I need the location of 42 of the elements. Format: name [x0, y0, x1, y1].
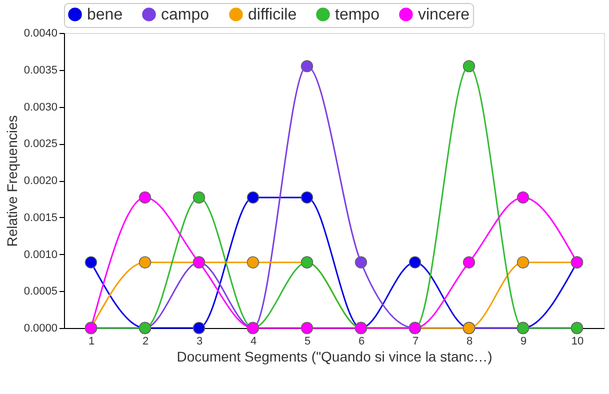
y-tick-label: 0.0005	[24, 286, 58, 298]
point	[300, 191, 314, 204]
x-tick-label: 2	[142, 336, 149, 348]
point	[300, 60, 314, 72]
point	[354, 256, 368, 268]
y-tick-label: 0.0040	[24, 28, 58, 40]
y-tick-label: 0.0015	[24, 212, 58, 224]
y-tick-label: 0.0025	[24, 138, 58, 150]
point	[192, 322, 206, 334]
x-tick-label: 10	[571, 336, 584, 348]
point	[408, 256, 422, 268]
point	[138, 256, 152, 268]
legend-label: difficile	[248, 6, 297, 24]
point	[462, 60, 476, 72]
point	[300, 322, 314, 334]
x-tick-label: 8	[466, 336, 473, 348]
point	[516, 191, 530, 204]
x-tick-label: 3	[196, 336, 203, 348]
y-tick-label: 0.0000	[24, 322, 58, 334]
x-tick-label: 5	[304, 336, 311, 348]
point	[192, 191, 206, 204]
point	[516, 256, 530, 268]
x-tick-label: 4	[250, 336, 257, 348]
point	[246, 256, 260, 268]
point	[138, 191, 152, 204]
x-tick-label: 9	[520, 336, 527, 348]
legend-label: vincere	[418, 6, 470, 24]
y-tick-label: 0.0010	[24, 248, 58, 261]
point	[84, 256, 98, 268]
legend-label: tempo	[335, 6, 380, 24]
y-tick-label: 0.0035	[24, 64, 58, 76]
y-axis-title: Relative Frequencies	[4, 115, 20, 247]
y-tick-label: 0.0020	[24, 175, 58, 187]
x-tick-label: 1	[88, 336, 95, 348]
legend-label: bene	[87, 6, 123, 24]
x-axis-title: Document Segments ("Quando si vince la stanc…)	[176, 348, 492, 364]
x-tick-label: 6	[358, 336, 365, 348]
y-tick-label: 0.0030	[24, 101, 58, 114]
legend-label: campo	[161, 6, 210, 24]
x-tick-label: 7	[412, 336, 419, 348]
point	[246, 191, 260, 204]
point	[462, 256, 476, 268]
